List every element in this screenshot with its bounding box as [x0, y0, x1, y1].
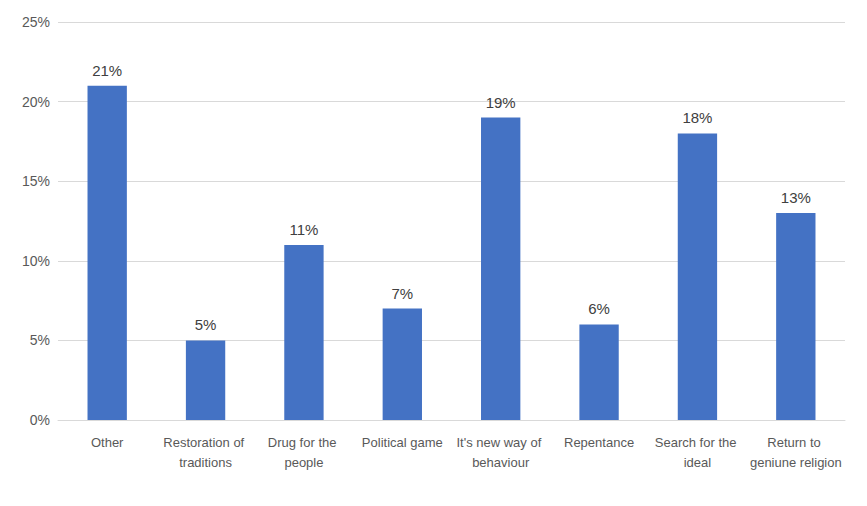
- svg-text:Search for the: Search for the: [655, 435, 740, 450]
- svg-text:15%: 15%: [22, 173, 50, 189]
- svg-text:5%: 5%: [30, 332, 50, 348]
- svg-text:Other: Other: [91, 435, 124, 450]
- svg-text:geniune religion: geniune religion: [750, 455, 842, 470]
- svg-text:13%: 13%: [781, 189, 811, 206]
- svg-text:20%: 20%: [22, 94, 50, 110]
- svg-text:It's new way of: It's new way of: [456, 435, 544, 450]
- svg-text:behaviour: behaviour: [472, 455, 530, 470]
- svg-text:6%: 6%: [588, 300, 610, 317]
- svg-text:Political game: Political game: [362, 435, 443, 450]
- svg-text:traditions: traditions: [179, 455, 232, 470]
- svg-text:people: people: [284, 455, 323, 470]
- svg-text:ideal: ideal: [684, 455, 712, 470]
- svg-text:19%: 19%: [486, 94, 516, 111]
- svg-text:Drug for the: Drug for the: [268, 435, 340, 450]
- svg-text:0%: 0%: [30, 412, 50, 428]
- svg-text:5%: 5%: [195, 316, 217, 333]
- svg-text:Restoration of: Restoration of: [163, 435, 248, 450]
- svg-text:11%: 11%: [289, 221, 318, 238]
- svg-text:Return to: Return to: [767, 435, 824, 450]
- svg-text:10%: 10%: [22, 253, 50, 269]
- svg-text:Repentance: Repentance: [564, 435, 634, 450]
- svg-text:21%: 21%: [92, 62, 122, 79]
- svg-text:7%: 7%: [391, 285, 413, 302]
- svg-text:18%: 18%: [682, 109, 712, 126]
- svg-text:25%: 25%: [22, 14, 50, 30]
